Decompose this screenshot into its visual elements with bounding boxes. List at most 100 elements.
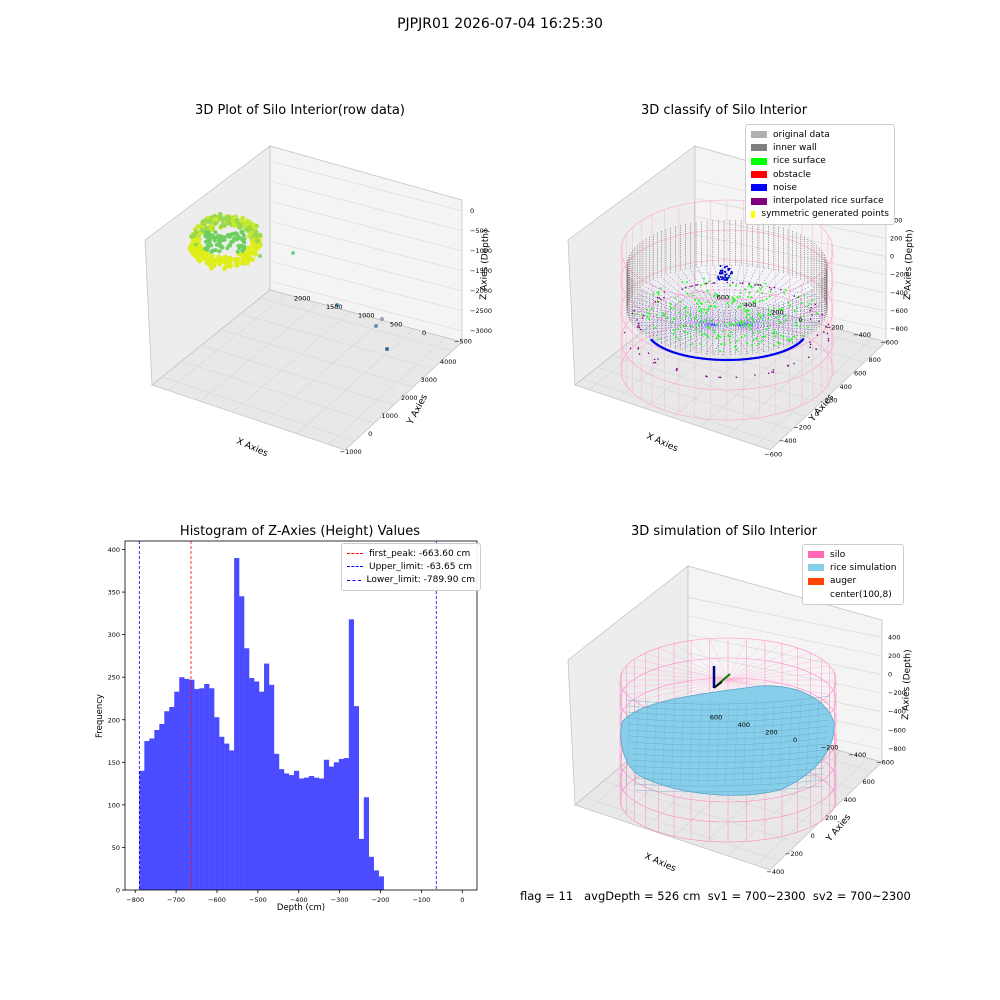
- p2-rice-point: [707, 325, 709, 328]
- p2-zlabel: Z Axies (Depth): [903, 229, 915, 300]
- p1-point: [248, 256, 254, 262]
- p2-rice-point: [731, 322, 734, 325]
- legend-swatch: [751, 184, 767, 192]
- x-tick-label: 0: [460, 896, 464, 904]
- p2-noise-point: [776, 351, 780, 355]
- p2-rice-point: [729, 335, 732, 338]
- p4-ztick: 400: [888, 633, 900, 641]
- p2-noise-line: [674, 272, 721, 326]
- p1-point: [220, 237, 225, 242]
- p2-rice-point: [720, 343, 723, 346]
- p2-rice-point: [683, 330, 686, 333]
- p2-rice-point: [722, 330, 725, 333]
- p1-point: [212, 258, 217, 263]
- legend-swatch: [751, 210, 756, 218]
- p2-xtick: −400: [779, 437, 797, 445]
- p2-noise-point: [781, 350, 785, 353]
- p1-point: [193, 241, 199, 247]
- x-tick-label: −200: [372, 896, 390, 904]
- p2-noise-point: [705, 357, 709, 361]
- p1-point: [235, 249, 240, 254]
- histogram-bar: [154, 729, 160, 890]
- panel4-title: 3D simulation of Silo Interior: [631, 524, 817, 539]
- p2-rice-point: [758, 342, 760, 345]
- p1-point: [195, 224, 201, 229]
- p2-noise-line: [734, 324, 787, 346]
- p2-rice-point: [771, 332, 774, 335]
- p1-point: [210, 225, 216, 231]
- p2-noise-line: [633, 301, 716, 326]
- p1-point: [190, 241, 196, 247]
- p2-rice-point: [716, 294, 719, 296]
- p2-noise-cluster: [717, 275, 720, 278]
- p2-noise-point: [761, 355, 764, 359]
- p4-rice-mesh: [778, 699, 784, 787]
- p1-point: [251, 237, 257, 243]
- p2-noise-point: [789, 346, 792, 350]
- p1-xlabel: X Axies: [235, 437, 270, 460]
- p1-point: [253, 242, 259, 247]
- p2-interp-point: [705, 375, 707, 377]
- p2-rice-point: [689, 335, 692, 338]
- p1-point: [212, 259, 218, 265]
- p1-point: [213, 257, 219, 263]
- legend-label: auger: [830, 576, 857, 587]
- p1-point: [245, 248, 251, 253]
- p1-point: [202, 225, 208, 231]
- p2-noise-point: [653, 341, 656, 344]
- p2-rice-point: [756, 290, 759, 293]
- p2-rice-point: [686, 281, 688, 284]
- p2-rice-point: [699, 343, 702, 346]
- p2-rice-point: [752, 300, 754, 303]
- p1-ztick: −1000: [470, 247, 492, 255]
- p2-interp-point: [681, 288, 683, 290]
- p1-point: [205, 257, 210, 263]
- p2-xtick: 400: [840, 383, 852, 391]
- histogram-bar: [139, 770, 145, 890]
- p2-noise-point: [792, 345, 795, 348]
- p4-ztick: 200: [888, 652, 900, 660]
- p1-point: [199, 225, 205, 231]
- p4-ztick: −400: [888, 708, 906, 716]
- p1-point: [191, 238, 197, 244]
- p1-point: [234, 218, 240, 223]
- p1-point: [243, 250, 249, 256]
- p2-rice-point: [782, 308, 785, 311]
- p2-rice-point: [706, 309, 709, 312]
- p2-noise-point: [652, 341, 656, 344]
- p2-rice-point: [672, 317, 675, 320]
- p2-noise-line: [728, 324, 741, 355]
- p1-point: [252, 243, 258, 248]
- p2-interp-point: [675, 368, 678, 371]
- p1-point: [231, 238, 236, 243]
- p1-point: [241, 254, 247, 260]
- p1-point: [209, 254, 214, 260]
- p1-point: [216, 233, 221, 238]
- histogram-bar: [204, 684, 210, 890]
- p4-silo-spoke: [727, 679, 783, 717]
- p2-interp-point: [718, 376, 720, 379]
- p4-rice-mesh: [628, 725, 828, 734]
- p2-noise-line: [738, 309, 823, 326]
- p2-noise-point: [742, 358, 745, 361]
- p1-point: [242, 261, 247, 266]
- p2-rice-point: [783, 314, 786, 317]
- p2-noise-point: [775, 352, 778, 355]
- p4-silo-spoke: [727, 679, 747, 722]
- p1-point: [253, 242, 259, 248]
- p2-rice-point: [691, 343, 694, 345]
- p2-rice-point: [648, 312, 651, 315]
- p2-rice-point: [672, 317, 675, 320]
- p2-ytick: −400: [853, 331, 871, 339]
- p2-rice-point: [656, 300, 659, 303]
- p4-silo-ring: [619, 757, 837, 843]
- p2-interp-point: [811, 314, 813, 316]
- p1-point: [208, 233, 213, 238]
- p1-point: [238, 220, 244, 226]
- p1-point: [245, 256, 251, 262]
- p1-point: [204, 234, 209, 239]
- p2-noise-line: [727, 324, 732, 356]
- p2-noise-point: [715, 358, 719, 361]
- p2-noise-line: [661, 324, 719, 343]
- p2-noise-point: [722, 358, 725, 362]
